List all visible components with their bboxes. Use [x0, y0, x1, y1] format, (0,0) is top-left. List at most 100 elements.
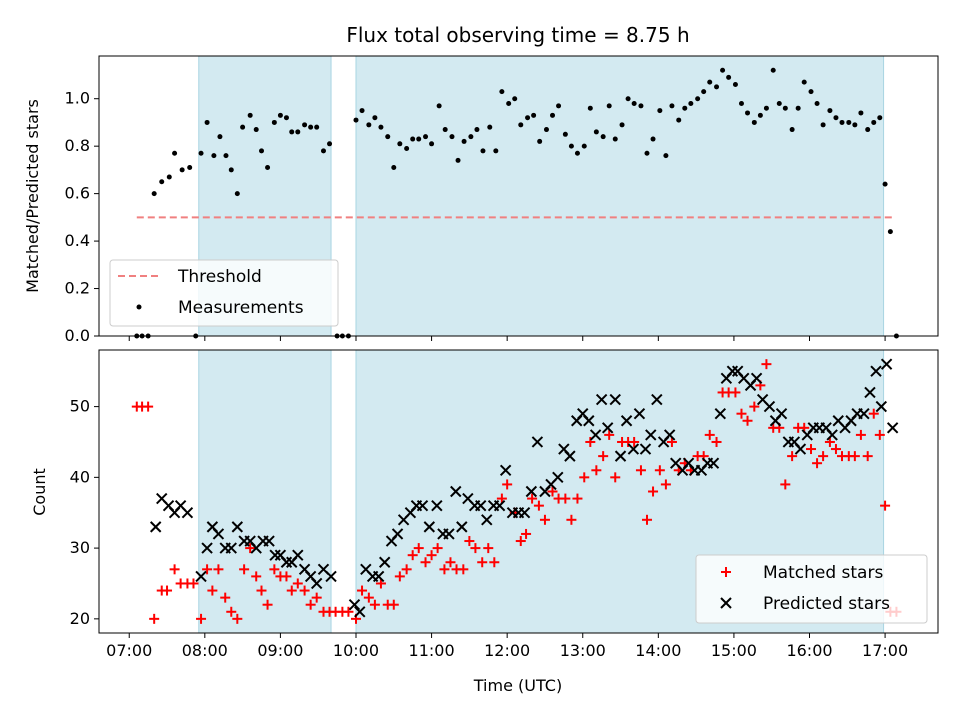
legend-threshold-label: Threshold — [177, 267, 262, 287]
predicted-marker-105-b — [832, 415, 844, 427]
measurement-point-15 — [228, 167, 234, 173]
x-tick-label-2: 09:00 — [257, 641, 303, 660]
measurement-point-64 — [537, 138, 543, 144]
predicted-marker-65-b — [583, 415, 595, 427]
measurement-point-44 — [410, 136, 416, 142]
predicted-marker-8-b — [206, 521, 219, 533]
matched-marker-104 — [787, 451, 798, 462]
predicted-marker-52-b — [499, 464, 512, 476]
predicted-marker-39-b — [416, 499, 429, 512]
matched-marker-44 — [407, 550, 418, 561]
matched-marker-27 — [299, 585, 310, 596]
predicted-marker-14-b — [244, 535, 256, 547]
measurement-point-5 — [166, 174, 172, 180]
measurement-point-93 — [720, 67, 726, 73]
measurement-point-39 — [378, 124, 384, 130]
matched-marker-53 — [464, 536, 475, 547]
measurement-point-40 — [385, 134, 391, 140]
predicted-marker-43-b — [443, 528, 455, 540]
predicted-marker-71-b — [620, 415, 633, 427]
x-tick-label-4: 11:00 — [409, 641, 455, 660]
measurement-point-89 — [695, 96, 701, 102]
matched-marker-73 — [591, 465, 602, 476]
predicted-marker-27 — [325, 570, 337, 583]
legend-predicted-cross-b — [720, 597, 732, 609]
bottom-y-tick-label-3: 50 — [70, 397, 90, 416]
measurement-point-16 — [234, 191, 240, 197]
measurement-point-7 — [179, 167, 185, 173]
top-legend: Threshold Measurements — [109, 259, 339, 327]
legend-matched-label: Matched stars — [763, 563, 883, 583]
predicted-marker-93-b — [756, 393, 769, 406]
predicted-marker-98-b — [788, 436, 801, 448]
predicted-marker-70 — [614, 450, 627, 462]
predicted-marker-85 — [707, 457, 720, 469]
measurement-point-99 — [757, 112, 763, 118]
measurement-point-106 — [801, 79, 807, 85]
predicted-marker-7 — [201, 542, 213, 554]
bottom-panel: 20 30 40 50 07:00 08:00 09:00 10:00 11:00 12:00 1… — [30, 349, 939, 695]
predicted-marker-48 — [475, 499, 487, 512]
predicted-marker-29-b — [354, 606, 366, 618]
predicted-marker-6-b — [195, 570, 207, 583]
x-tick-label-7: 14:00 — [635, 641, 681, 660]
measurement-point-6 — [172, 150, 178, 156]
measurement-point-74 — [600, 134, 606, 140]
measurement-point-12 — [211, 153, 217, 159]
top-y-axis-label: Matched/Predicted stars — [23, 99, 42, 293]
predicted-marker-110 — [864, 386, 876, 399]
legend-predicted-cross — [720, 597, 732, 609]
predicted-marker-1-b — [156, 492, 168, 505]
predicted-marker-96 — [775, 407, 788, 420]
matched-marker-14 — [220, 592, 231, 603]
x-tick-label-1: 08:00 — [182, 641, 228, 660]
legend-measurements-label: Measurements — [178, 298, 304, 318]
matched-marker-84 — [660, 479, 671, 490]
predicted-marker-40 — [423, 521, 436, 533]
predicted-marker-39 — [416, 499, 429, 512]
predicted-marker-5 — [181, 507, 194, 519]
measurement-point-97 — [745, 110, 751, 116]
matched-marker-41 — [388, 599, 399, 610]
measurement-point-120 — [887, 229, 893, 235]
predicted-marker-78 — [663, 429, 676, 441]
matched-marker-56 — [483, 543, 494, 554]
predicted-marker-57 — [531, 436, 544, 448]
matched-marker-29 — [311, 592, 322, 603]
measurement-point-36 — [359, 108, 365, 114]
predicted-marker-103-b — [820, 422, 832, 434]
measurement-point-61 — [518, 122, 524, 128]
chart-title: Flux total observing time = 8.75 h — [346, 23, 689, 47]
x-tick-label-10: 17:00 — [862, 641, 908, 660]
predicted-marker-69 — [609, 393, 621, 406]
predicted-marker-5-b — [181, 507, 194, 519]
predicted-marker-49-b — [481, 514, 493, 526]
predicted-marker-28 — [348, 598, 361, 611]
measurement-point-73 — [593, 129, 599, 135]
measurement-point-51 — [455, 157, 461, 163]
predicted-marker-46-b — [462, 492, 474, 505]
predicted-marker-72 — [627, 443, 640, 455]
matched-marker-80 — [635, 465, 646, 476]
matched-marker-57 — [489, 557, 500, 568]
predicted-marker-52 — [499, 464, 512, 476]
predicted-marker-33 — [379, 556, 391, 568]
measurement-point-42 — [397, 141, 403, 147]
predicted-marker-86-b — [714, 407, 727, 420]
predicted-marker-62 — [564, 450, 576, 462]
predicted-marker-33-b — [379, 556, 391, 568]
matched-marker-10 — [196, 613, 207, 624]
predicted-marker-12 — [231, 521, 244, 533]
measurement-point-53 — [468, 134, 474, 140]
measurement-point-104 — [789, 127, 795, 133]
predicted-marker-85-b — [707, 457, 720, 469]
measurement-point-10 — [198, 150, 204, 156]
measurement-point-4 — [159, 179, 165, 185]
matched-marker-37 — [363, 592, 374, 603]
bottom-y-tick-label-2: 40 — [70, 467, 90, 486]
matched-marker-118 — [874, 429, 885, 440]
measurement-points — [134, 67, 899, 339]
measurement-point-43 — [404, 146, 410, 152]
measurement-point-81 — [644, 150, 650, 156]
measurement-point-68 — [562, 131, 568, 137]
